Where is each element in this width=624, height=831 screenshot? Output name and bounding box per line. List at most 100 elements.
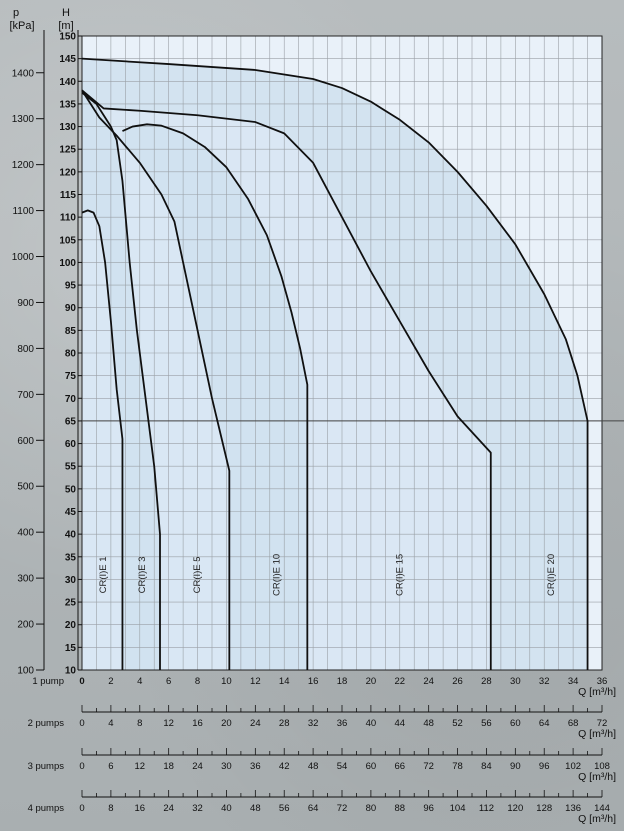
h-tick-label: 110	[60, 213, 77, 224]
q-axis-unit: Q [m³/h]	[578, 813, 616, 825]
p-tick-label: 200	[17, 620, 34, 631]
q-tick-label: 10	[221, 676, 232, 687]
q-tick-label: 30	[221, 761, 232, 772]
h-axis-label: H	[62, 7, 70, 19]
q-tick-label: 6	[166, 676, 171, 687]
h-tick-label: 150	[59, 32, 76, 43]
q-axis-unit: Q [m³/h]	[578, 686, 616, 698]
p-tick-label: 1300	[12, 114, 35, 125]
series-label: CR(I)E 10	[272, 554, 283, 596]
series-label: CR(I)E 15	[394, 554, 405, 596]
curve-cr-i-e-1	[81, 209, 124, 670]
p-tick-label: 500	[17, 482, 34, 493]
h-tick-label: 30	[65, 575, 77, 586]
p-tick-label: 400	[17, 528, 34, 539]
series-label: CR(I)E 5	[192, 556, 203, 593]
p-tick-label: 700	[17, 390, 34, 401]
q-tick-label: 8	[108, 803, 113, 814]
q-tick-label: 48	[250, 803, 261, 814]
q-tick-label: 4	[137, 676, 142, 687]
h-tick-label: 145	[59, 54, 76, 65]
p-tick-label: 800	[17, 344, 34, 355]
q-tick-label: 52	[452, 718, 463, 729]
q-tick-label: 42	[279, 761, 290, 772]
h-tick-label: 90	[65, 303, 77, 314]
q-tick-label: 12	[163, 718, 174, 729]
h-tick-label: 95	[65, 281, 77, 292]
h-tick-label: 75	[65, 371, 77, 382]
q-tick-label: 0	[79, 718, 84, 729]
h-tick-label: 120	[59, 167, 76, 178]
q-tick-label: 112	[479, 803, 494, 814]
q-tick-label: 44	[394, 718, 405, 729]
q-tick-label: 96	[423, 803, 434, 814]
h-tick-label: 65	[65, 416, 77, 427]
h-tick-label: 55	[65, 462, 77, 473]
h-tick-label: 25	[65, 598, 77, 609]
q-tick-label: 102	[565, 761, 581, 772]
q-tick-label: 26	[452, 676, 463, 687]
p-tick-label: 300	[17, 574, 34, 585]
curve-cr-i-e-5	[81, 89, 231, 670]
curve-cr-i-e-15	[81, 89, 492, 670]
q-tick-label: 20	[366, 676, 377, 687]
p-axis-label: p	[13, 7, 19, 19]
q-tick-label: 120	[507, 803, 523, 814]
p-tick-label: 1400	[12, 68, 35, 79]
q-tick-label: 8	[137, 718, 142, 729]
h-tick-label: 10	[65, 666, 77, 677]
h-axis-unit: [m]	[58, 20, 73, 32]
q-tick-label: 4	[108, 718, 113, 729]
q-tick-label: 8	[195, 676, 200, 687]
series-label: CR(I)E 20	[546, 554, 557, 596]
series-label: CR(I)E 3	[137, 556, 148, 593]
h-tick-label: 60	[65, 439, 77, 450]
p-axis-unit: [kPa]	[9, 20, 34, 32]
q-tick-label: 72	[337, 803, 348, 814]
q-tick-label: 68	[568, 718, 579, 729]
q-tick-label: 36	[597, 676, 608, 687]
q-tick-label: 30	[510, 676, 521, 687]
q-tick-label: 16	[134, 803, 145, 814]
h-tick-label: 105	[59, 235, 76, 246]
q-tick-label: 24	[250, 718, 261, 729]
q-tick-label: 18	[337, 676, 348, 687]
h-tick-label: 15	[65, 643, 77, 654]
q-tick-label: 48	[308, 761, 319, 772]
q-tick-label: 48	[423, 718, 434, 729]
q-tick-label: 56	[279, 803, 290, 814]
q-axis-unit: Q [m³/h]	[578, 728, 616, 740]
p-tick-label: 1200	[12, 160, 35, 171]
q-tick-label: 32	[539, 676, 550, 687]
q-tick-label: 64	[308, 803, 319, 814]
h-tick-label: 35	[65, 552, 77, 563]
q-tick-label: 88	[394, 803, 405, 814]
q-tick-label: 66	[394, 761, 405, 772]
q-tick-label: 90	[510, 761, 521, 772]
q-tick-label: 128	[536, 803, 552, 814]
q-tick-label: 40	[366, 718, 377, 729]
h-tick-label: 85	[65, 326, 77, 337]
h-tick-label: 100	[59, 258, 76, 269]
q-tick-label: 36	[337, 718, 348, 729]
q-axis-name: 2 pumps	[28, 718, 65, 729]
q-axis-unit: Q [m³/h]	[578, 771, 616, 783]
q-tick-label: 18	[163, 761, 174, 772]
q-tick-label: 24	[423, 676, 434, 687]
q-tick-label: 0	[79, 676, 84, 687]
q-axis-name: 4 pumps	[28, 803, 65, 814]
q-tick-label: 22	[394, 676, 405, 687]
p-tick-label: 600	[17, 436, 34, 447]
h-tick-label: 70	[65, 394, 77, 405]
h-tick-label: 45	[65, 507, 77, 518]
h-tick-label: 80	[65, 349, 77, 360]
h-tick-label: 125	[59, 145, 76, 156]
q-tick-label: 96	[539, 761, 550, 772]
q-tick-label: 0	[79, 761, 84, 772]
q-tick-label: 6	[108, 761, 113, 772]
p-tick-label: 1100	[12, 206, 34, 217]
q-tick-label: 136	[565, 803, 581, 814]
h-tick-label: 140	[59, 77, 76, 88]
q-tick-label: 108	[594, 761, 610, 772]
